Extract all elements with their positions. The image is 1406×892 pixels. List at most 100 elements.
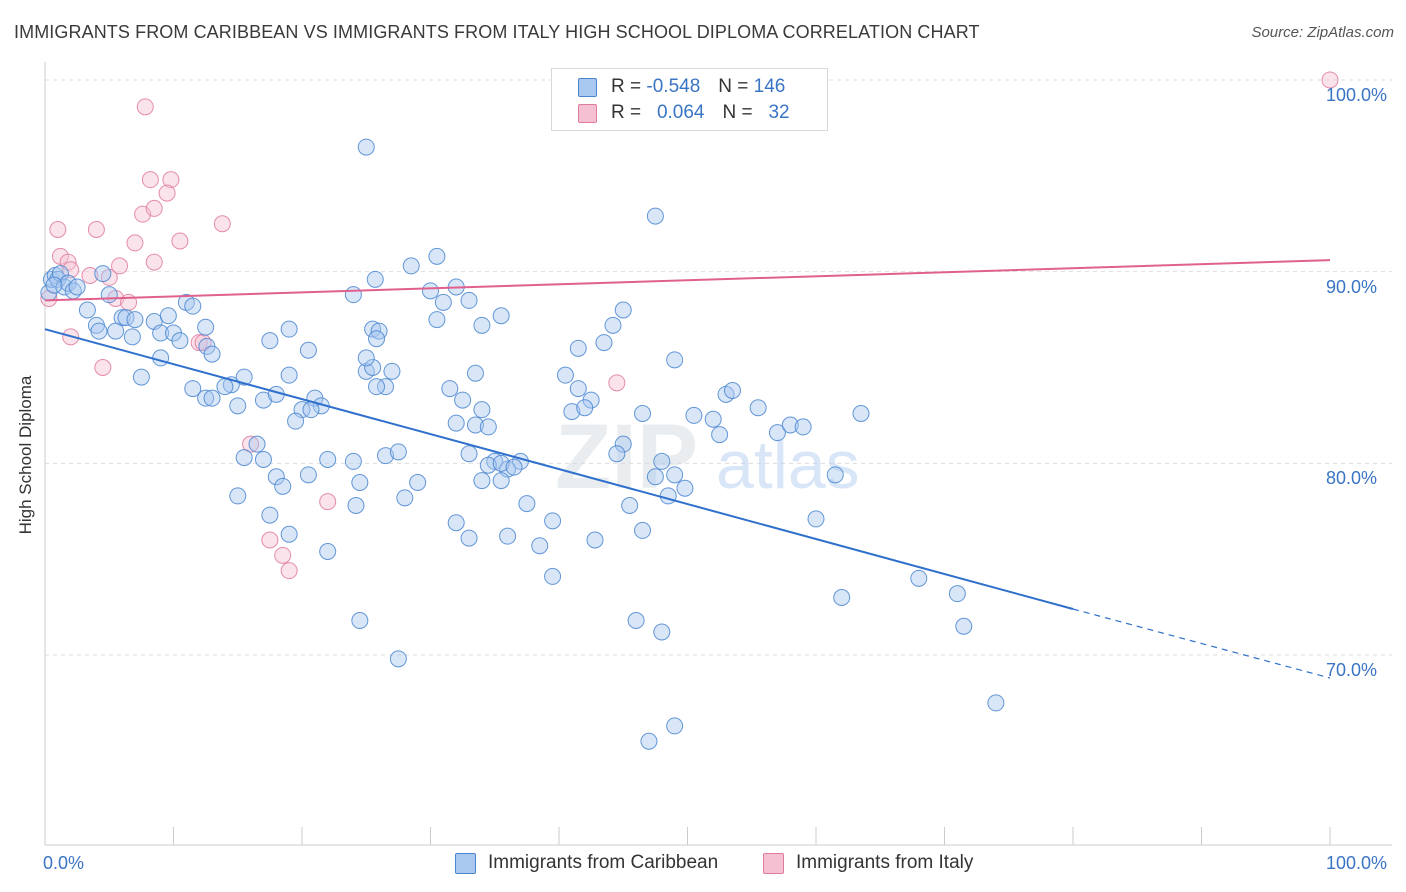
caribbean-point [646,207,664,225]
caribbean-point [248,435,266,453]
caribbean-point [132,368,150,386]
caribbean-point [409,474,427,491]
caribbean-point [794,418,812,436]
caribbean-point [280,525,298,543]
chart-title: IMMIGRANTS FROM CARIBBEAN VS IMMIGRANTS … [14,22,980,42]
caribbean-point [447,414,465,432]
caribbean-point [428,311,446,329]
caribbean-point [383,362,401,380]
caribbean-point [422,282,439,300]
caribbean-point [676,479,694,497]
caribbean-point [492,472,510,490]
caribbean-point [666,351,684,369]
caribbean-point [364,359,382,376]
caribbean-point [704,410,722,428]
caribbean-point [563,403,581,421]
caribbean-point [351,474,369,491]
caribbean-point [556,366,574,384]
caribbean-point [261,332,279,350]
italy-point [158,184,176,202]
y-tick-label: 70.0% [1326,660,1378,680]
legend-n-label: N = [718,76,749,97]
legend-n-value: 32 [768,102,790,123]
caribbean-point [441,380,459,398]
caribbean-point [987,694,1005,712]
italy-point [145,199,163,217]
caribbean-trendline [44,328,1074,610]
italy-point [280,562,298,580]
italy-legend-icon [763,852,784,874]
caribbean-point [299,341,317,359]
caribbean-point [90,322,108,340]
caribbean-point [586,531,604,549]
caribbean-point [852,405,870,422]
caribbean-point [460,445,478,463]
caribbean-point [357,349,375,367]
watermark-atlas: atlas [716,427,860,503]
caribbean-point [492,307,510,325]
caribbean-point [280,366,298,384]
caribbean-point [344,286,362,304]
legend-r-value: 0.064 [656,102,705,123]
caribbean-point [171,332,189,350]
caribbean-point [479,456,497,474]
caribbean-point [368,378,386,396]
caribbean-point [235,368,253,386]
caribbean-point [78,301,96,319]
caribbean-point [473,472,491,490]
caribbean-point [351,612,369,629]
caribbean-point [479,418,497,436]
caribbean-point [203,345,221,363]
italy-swatch [578,103,597,123]
italy-point [319,493,337,511]
caribbean-point [287,412,305,430]
caribbean-point [159,307,177,325]
caribbean-point [948,585,966,603]
legend-italy-label: Immigrants from Italy [796,852,974,873]
legend-item-italy: Immigrants from Italy [763,852,973,874]
caribbean-swatch [578,77,597,97]
caribbean-point [466,416,484,434]
caribbean-point [197,389,215,407]
caribbean-point [152,324,170,342]
italy-point [126,234,144,252]
italy-point [87,221,105,238]
caribbean-point [184,380,202,398]
caribbean-point [396,489,414,507]
caribbean-point [595,334,613,352]
caribbean-legend-icon [455,852,476,874]
series-legend: Immigrants from Caribbean Immigrants fro… [0,852,1406,878]
caribbean-point [627,612,645,629]
caribbean-point [299,466,317,484]
caribbean-point [473,316,491,334]
caribbean-point [653,623,671,641]
italy-point [261,531,279,549]
italy-point [274,546,292,564]
y-tick-label: 100.0% [1326,85,1388,105]
y-tick-label: 80.0% [1326,468,1378,489]
caribbean-point [460,529,478,547]
italy-point [111,257,129,275]
caribbean-point [807,510,825,528]
caribbean-point [781,416,799,434]
legend-row-caribbean: R = -0.548 N = 146 [578,75,785,99]
caribbean-point [460,291,478,309]
y-tick-label: 90.0% [1326,276,1378,297]
italy-point [213,215,231,233]
axes [44,62,1392,846]
x-tick-min: 0.0% [43,853,85,873]
correlation-legend: R = -0.548 N = 146 R = 0.064 N = 32 [551,68,828,131]
caribbean-point [428,247,446,265]
caribbean-point [955,617,973,635]
caribbean-point [749,399,767,417]
caribbean-point [389,650,407,668]
caribbean-point [653,452,671,470]
caribbean-point [634,405,652,422]
caribbean-point [368,330,386,348]
caribbean-point [197,318,215,336]
caribbean-point [666,466,684,484]
caribbean-point [569,380,587,398]
caribbean-point [184,297,202,315]
caribbean-point [357,138,375,156]
